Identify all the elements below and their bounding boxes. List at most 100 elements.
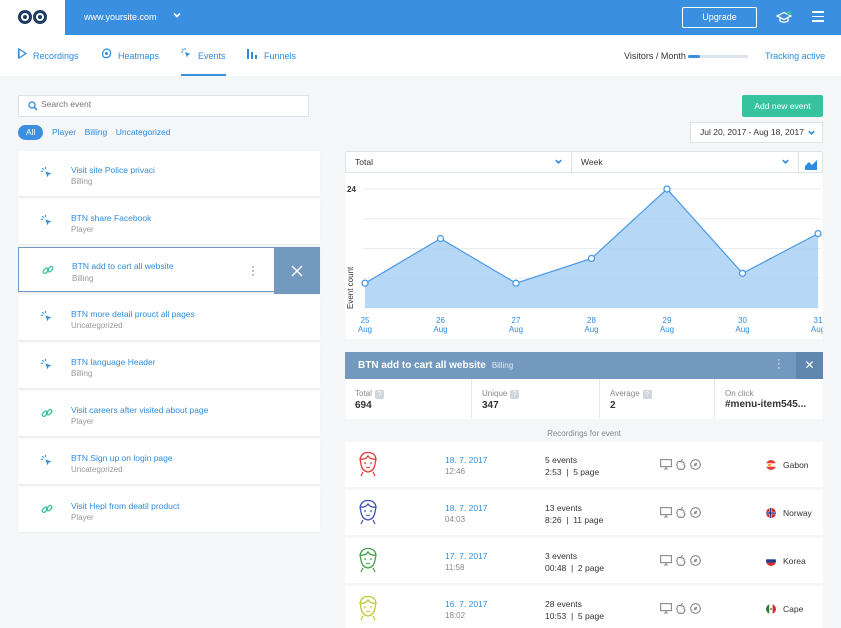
event-item[interactable]: BTN Sign up on login page Uncategorized	[18, 439, 320, 484]
recording-row[interactable]: 18. 7. 2017 12:46 5 events 2:53 | 5 page Gab…	[345, 442, 823, 487]
stat-label-text: On click	[725, 389, 754, 398]
chevron-down-icon	[554, 152, 563, 173]
event-detail-header: BTN add to cart all website Billing · · · ✕	[345, 352, 823, 379]
event-category: Player	[71, 417, 94, 426]
tab-heatmaps[interactable]: Heatmaps	[101, 35, 159, 76]
date-range-picker[interactable]: Jul 20, 2017 - Aug 18, 2017	[690, 122, 823, 143]
device-icons	[660, 555, 701, 568]
y-axis-label: Event count	[346, 266, 355, 309]
cursor-click-icon	[41, 359, 53, 373]
desktop-icon	[660, 507, 672, 518]
event-name: BTN more detail prouct all pages	[71, 309, 195, 319]
event-category: Billing	[71, 369, 93, 378]
x-tick-label: 27	[512, 316, 521, 325]
safari-icon	[690, 555, 701, 566]
recording-country: Korea	[783, 556, 806, 566]
filter-billing[interactable]: Billing	[84, 127, 108, 137]
stat-value: #menu-item545...	[725, 399, 807, 410]
more-options-icon[interactable]: · · ·	[777, 354, 781, 374]
event-stats: Total? 694 Unique? 347 Average? 2 On cli…	[345, 379, 823, 419]
chevron-down-icon	[807, 123, 816, 144]
recording-date: 18. 7. 2017	[445, 455, 488, 465]
recording-row[interactable]: 17. 7. 2017 11:58 3 events 00:48 | 2 page Ko…	[345, 538, 823, 583]
desktop-icon	[660, 555, 672, 566]
close-detail-button[interactable]: ✕	[796, 352, 823, 379]
event-item[interactable]: Visit Hepl from deatil product Player	[18, 487, 320, 532]
recording-date: 16. 7. 2017	[445, 599, 488, 609]
apple-icon	[676, 603, 686, 614]
search-input[interactable]	[41, 99, 291, 109]
recording-events: 3 events	[545, 551, 578, 561]
event-item[interactable]: BTN language Header Billing	[18, 343, 320, 388]
event-item[interactable]: BTN more detail prouct all pages Uncatego…	[18, 295, 320, 340]
event-name: BTN language Header	[71, 357, 156, 367]
x-tick-label: 25	[361, 316, 370, 325]
chevron-down-icon[interactable]	[172, 10, 182, 23]
tracking-status-link[interactable]: Tracking active	[765, 51, 826, 61]
recording-row[interactable]: 16. 7. 2017 18:02 28 events 10:53 | 5 page C…	[345, 586, 823, 628]
hamburger-menu-icon[interactable]	[812, 11, 824, 22]
stat-label: Total?	[355, 389, 471, 399]
device-icons	[660, 507, 701, 520]
event-item[interactable]: BTN add to cart all website Billing · · ·	[18, 247, 320, 294]
chart-type-toggle-button[interactable]	[798, 151, 823, 173]
close-icon	[291, 265, 303, 277]
tab-funnels[interactable]: Funnels	[247, 35, 296, 76]
tab-label: Events	[198, 51, 226, 61]
stat-unique: Unique? 347	[472, 379, 600, 419]
metric-select-value: Total	[355, 157, 373, 167]
logo-eye-right-icon	[33, 10, 47, 24]
cursor-click-icon	[41, 311, 53, 325]
stat-label: Average?	[610, 389, 714, 399]
x-tick-label: 29	[663, 316, 672, 325]
data-point	[361, 279, 369, 287]
apple-icon	[676, 555, 686, 566]
logo[interactable]	[0, 0, 65, 35]
tab-recordings[interactable]: Recordings	[18, 35, 79, 76]
event-detail-name: BTN add to cart all website	[358, 360, 486, 371]
event-item[interactable]: Visit site Police privaci Billing	[18, 151, 320, 196]
more-options-icon[interactable]: · · ·	[251, 259, 255, 281]
event-category: Billing	[71, 177, 93, 186]
filter-player[interactable]: Player	[51, 127, 77, 137]
filter-all[interactable]: All	[18, 125, 44, 140]
stat-on-click: On click #menu-item545...	[715, 379, 823, 419]
tab-label: Heatmaps	[118, 51, 160, 61]
visitors-slider[interactable]	[688, 55, 748, 58]
event-item[interactable]: Visit careers after visited about page Pl…	[18, 391, 320, 436]
x-tick-label: Aug	[509, 325, 523, 334]
recording-time: 12:46	[445, 467, 466, 476]
x-tick-label: 31	[814, 316, 823, 325]
link-icon	[41, 407, 53, 421]
stat-label-text: Unique	[482, 389, 508, 398]
help-icon[interactable]: ?	[510, 390, 520, 399]
data-point	[738, 269, 747, 277]
area-chart-icon	[805, 157, 817, 177]
close-event-button[interactable]	[274, 247, 320, 294]
upgrade-button[interactable]: Upgrade	[682, 7, 757, 28]
recording-country: Norway	[783, 508, 812, 518]
stat-value: 694	[355, 400, 372, 411]
tab-label: Recordings	[33, 51, 79, 61]
event-name: BTN share Facebook	[71, 213, 152, 223]
recording-date: 18. 7. 2017	[445, 503, 488, 513]
stat-label: On click	[725, 389, 823, 398]
period-select[interactable]: Week	[571, 151, 799, 173]
event-category: Player	[71, 225, 94, 234]
recording-row[interactable]: 18. 7. 2017 04:03 13 events 8:26 | 11 page N…	[345, 490, 823, 535]
data-point	[587, 254, 596, 263]
tab-events[interactable]: Events	[181, 35, 226, 76]
stat-label: Unique?	[482, 389, 599, 399]
graduation-cap-icon[interactable]	[775, 11, 793, 23]
chevron-down-icon	[781, 152, 790, 173]
add-new-event-button[interactable]: Add new event	[742, 95, 823, 117]
x-tick-label: Aug	[735, 325, 749, 334]
help-icon[interactable]: ?	[374, 390, 384, 399]
filter-uncategorized[interactable]: Uncategorized	[115, 127, 171, 137]
x-tick-label: Aug	[660, 325, 674, 334]
event-item[interactable]: BTN share Facebook Player	[18, 199, 320, 244]
site-selector[interactable]: www.yoursite.com	[84, 12, 157, 22]
cursor-click-icon	[41, 455, 53, 469]
gabon-flag-icon	[766, 460, 776, 470]
help-icon[interactable]: ?	[642, 390, 652, 399]
